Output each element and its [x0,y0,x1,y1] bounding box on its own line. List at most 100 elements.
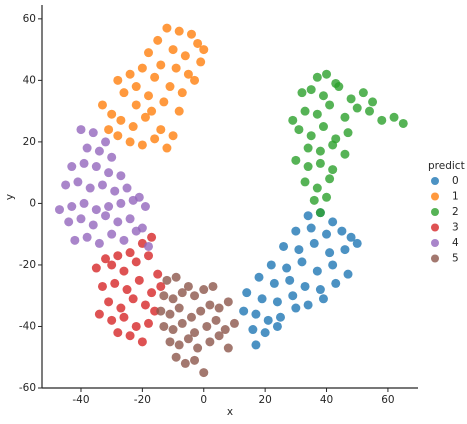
point [343,269,353,279]
point [239,306,249,316]
legend-label: 3 [452,222,459,234]
y-tick-label: 40 [23,74,36,86]
point [309,238,319,248]
point [340,245,350,255]
point [202,321,212,331]
point [199,368,209,378]
x-axis-label: x [227,406,233,418]
point [196,57,206,67]
point [119,235,129,245]
point [119,266,129,276]
point [272,321,282,331]
point [147,232,157,242]
point [257,294,267,304]
y-tick-label: -60 [19,382,36,394]
point [116,198,126,208]
point [116,303,126,313]
point [171,272,181,282]
legend-label: 5 [452,253,459,265]
point [368,97,378,107]
point [211,315,221,325]
y-axis-label: y [4,194,16,200]
point [104,297,114,307]
point [107,260,117,270]
point [150,134,160,144]
point [119,88,129,98]
point [104,201,114,211]
point [168,45,178,55]
y-tick-label: -40 [19,320,36,332]
point [125,69,135,79]
point [94,146,104,156]
point [131,321,141,331]
point [144,251,154,261]
legend-label: 4 [452,237,459,249]
x-tick-label: 0 [200,394,207,406]
point [94,238,104,248]
point [315,208,325,218]
point [91,263,101,273]
point [97,180,107,190]
point [183,69,193,79]
point [260,328,270,338]
point [165,337,175,347]
point [352,103,362,113]
point [303,211,313,221]
point [322,69,332,79]
point [328,217,338,227]
point [297,88,307,98]
point [97,100,107,110]
point [315,285,325,295]
point [318,91,328,101]
point [73,177,83,187]
point [190,75,200,85]
point [162,23,172,33]
point [116,115,126,125]
point [328,165,338,175]
point [144,48,154,58]
point [168,131,178,141]
point [199,285,209,295]
point [113,328,123,338]
point [156,281,166,291]
point [318,294,328,304]
point [61,180,71,190]
point [82,143,92,153]
point [208,281,218,291]
point [171,63,181,73]
point [162,143,172,153]
point [180,358,190,368]
point [312,109,322,119]
point [322,192,332,202]
point [248,325,258,335]
point [269,278,279,288]
point [263,315,273,325]
point [128,122,138,132]
point [137,337,147,347]
x-tick-label: -20 [134,394,151,406]
point [288,115,298,125]
point [318,122,328,132]
point [285,275,295,285]
point [177,288,187,298]
point [300,281,310,291]
point [291,226,301,236]
point [389,112,399,122]
point [64,217,74,227]
point [294,245,304,255]
point [312,72,322,82]
x-tick-label: 60 [381,394,394,406]
y-tick-label: 0 [29,197,36,209]
point [223,297,233,307]
point [67,162,77,172]
point [337,226,347,236]
point [346,94,356,104]
point [358,88,368,98]
point [110,278,120,288]
point [322,229,332,239]
point [159,321,169,331]
point [325,248,335,258]
point [131,82,141,92]
point [282,263,292,273]
point [205,337,215,347]
